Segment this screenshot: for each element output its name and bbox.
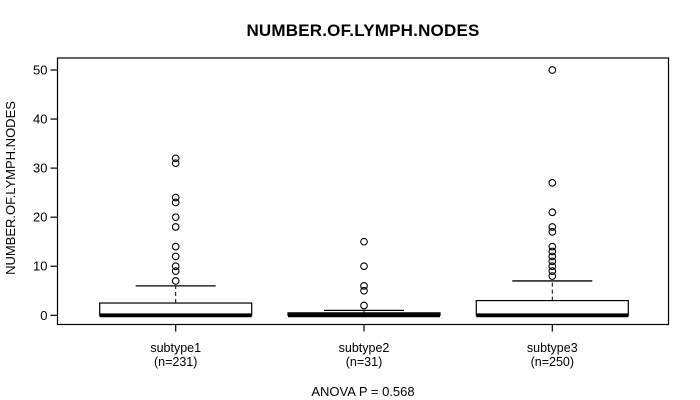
- y-tick-label: 30: [33, 161, 47, 176]
- group-label: subtype3: [527, 341, 578, 355]
- plot-area: 0 10 20 30 40 50 subtype1(n=231) subtype2(n=31)…: [33, 57, 670, 369]
- outlier-point: [171, 159, 180, 168]
- y-tick-label: 50: [33, 63, 47, 78]
- anova-annotation: ANOVA P = 0.568: [311, 384, 414, 399]
- outlier-point: [360, 282, 368, 290]
- y-tick-label: 10: [33, 259, 47, 274]
- outlier-point: [171, 277, 180, 285]
- outlier-point: [171, 262, 180, 271]
- outlier-point: [548, 228, 557, 236]
- outlier-point: [171, 242, 180, 251]
- outlier-point: [171, 154, 180, 163]
- outlier-point: [548, 267, 557, 275]
- group-label: subtype1: [150, 341, 201, 355]
- outlier-point: [548, 272, 557, 280]
- group-sublabel: (n=231): [154, 355, 197, 369]
- outlier-point: [171, 267, 180, 275]
- outlier-point: [548, 66, 557, 74]
- outlier-point: [360, 262, 368, 271]
- outlier-point: [171, 213, 180, 222]
- plot-border: [56, 57, 670, 326]
- y-tick-label: 0: [40, 308, 47, 323]
- outlier-point: [360, 237, 368, 246]
- outlier-point: [548, 252, 557, 261]
- iqr-box: [475, 299, 629, 316]
- group-label: subtype2: [339, 341, 390, 355]
- y-axis-label: NUMBER.OF.LYMPH.NODES: [3, 101, 18, 275]
- outlier-point: [548, 257, 557, 266]
- outlier-point: [548, 178, 557, 187]
- outlier-point: [171, 223, 180, 231]
- outlier-point: [171, 252, 180, 261]
- y-tick-label: 20: [33, 210, 47, 225]
- outlier-point: [360, 301, 368, 310]
- outlier-point: [171, 198, 180, 207]
- outlier-point: [171, 193, 180, 202]
- outlier-point: [548, 242, 557, 251]
- outlier-point: [548, 208, 557, 217]
- outlier-point: [548, 223, 557, 231]
- outlier-point: [360, 286, 368, 295]
- chart-title: NUMBER.OF.LYMPH.NODES: [246, 21, 479, 40]
- outlier-point: [548, 247, 557, 256]
- outlier-point: [548, 262, 557, 271]
- group-sublabel: (n=250): [531, 355, 574, 369]
- y-tick-label: 40: [33, 112, 47, 127]
- group-sublabel: (n=31): [346, 355, 382, 369]
